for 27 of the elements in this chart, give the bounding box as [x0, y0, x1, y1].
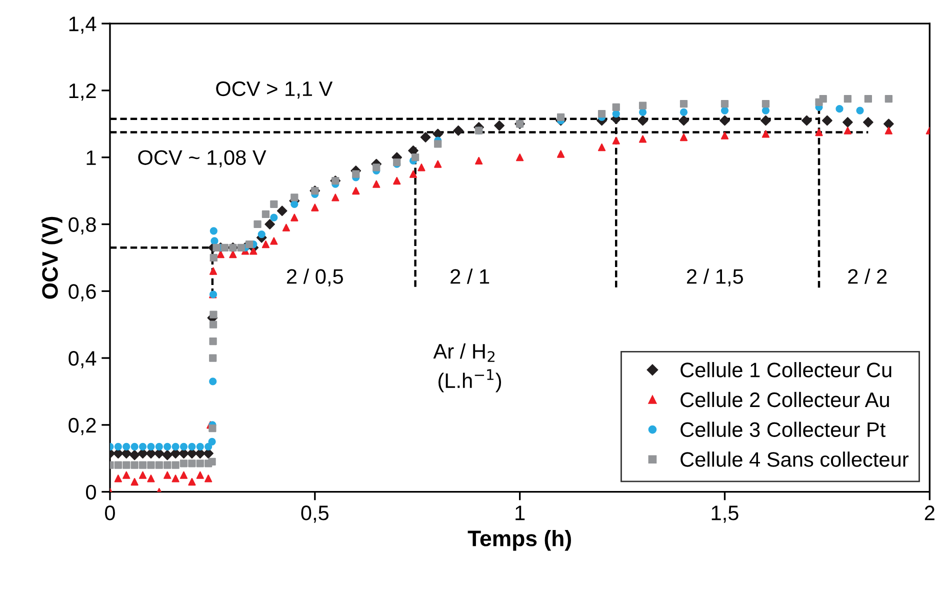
x-tick-label: 0,5	[301, 506, 329, 523]
legend-label: Cellule 1 Collecteur Cu	[680, 362, 892, 378]
x-tick-label: 2	[924, 506, 934, 520]
annotation: OCV > 1,1 V	[216, 81, 333, 99]
legend-label: Cellule 3 Collecteur Pt	[680, 422, 886, 438]
y-tick-label: 1	[86, 150, 96, 165]
y-tick-label: 0	[86, 484, 96, 500]
y-axis-title: OCV (V)	[42, 216, 62, 299]
x-tick-label: 1,5	[712, 506, 738, 523]
legend-label: Cellule 4 Sans collecteur	[680, 452, 908, 467]
y-tick-label: 1,4	[69, 16, 96, 34]
annotation: 2 / 1	[450, 268, 490, 284]
y-tick-label: 0,6	[68, 284, 96, 302]
legend-label: Cellule 2 Collecteur Au	[680, 392, 889, 408]
annotation: 2 / 1,5	[687, 268, 743, 286]
y-tick-label: 0,2	[68, 418, 96, 436]
y-tick-label: 0,4	[68, 351, 96, 368]
y-tick-label: 0,8	[68, 217, 96, 234]
x-axis-title: Temps (h)	[468, 530, 571, 551]
annotation: (L.h$^{−1}$)	[438, 369, 502, 392]
y-tick-label: 1,2	[69, 83, 96, 101]
x-tick-label: 1	[516, 506, 525, 520]
x-tick-label: 0	[105, 506, 115, 520]
annotation: 2 / 2	[848, 268, 887, 284]
annotation: OCV ~ 1,08 V	[138, 150, 266, 168]
annotation: Ar / H$_{2}$	[433, 343, 494, 362]
annotation: 2 / 0,5	[286, 268, 343, 286]
